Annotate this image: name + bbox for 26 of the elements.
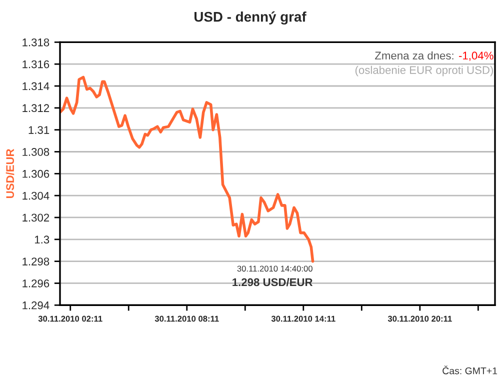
- y-tick-label: 1.308: [22, 148, 50, 156]
- y-tick-label: 1.316: [22, 60, 50, 68]
- annotation: 1.298 USD/EUR: [232, 278, 313, 286]
- x-tick-label: 30.11.2010 02:11: [38, 316, 102, 322]
- x-tick-label: 30.11.2010 08:11: [154, 316, 219, 322]
- annotation: 30.11.2010 14:40:00: [237, 266, 312, 272]
- y-tick-label: 1.296: [22, 279, 50, 288]
- text: Čas: GMT+1: [442, 366, 498, 374]
- annotation: (oslabenie EUR oproti USD): [355, 66, 494, 76]
- y-tick-label: 1.294: [22, 301, 50, 310]
- chart-title: USD - denný graf: [194, 11, 306, 25]
- line-series: [60, 76, 314, 263]
- y-tick-label: 1.304: [22, 192, 50, 200]
- y-tick-label: 1.298: [22, 258, 50, 266]
- y-tick-label: 1.312: [22, 104, 50, 112]
- y-tick-label: 1.306: [22, 170, 50, 178]
- y-tick-label: 1.31: [28, 126, 50, 134]
- annotation: Zmena za dnes:: [375, 51, 454, 60]
- y-tick-label: 1.3: [34, 236, 50, 244]
- x-tick-label: 30.11.2010 20:11: [388, 316, 452, 322]
- y-tick-label: 1.318: [22, 38, 50, 46]
- y-tick-label: 1.302: [22, 214, 50, 222]
- x-tick-label: 30.11.2010 14:11: [271, 316, 336, 322]
- annotation: -1,04%: [458, 52, 494, 61]
- y-axis-title: USD/EUR: [6, 148, 14, 198]
- y-tick-label: 1.314: [22, 82, 50, 90]
